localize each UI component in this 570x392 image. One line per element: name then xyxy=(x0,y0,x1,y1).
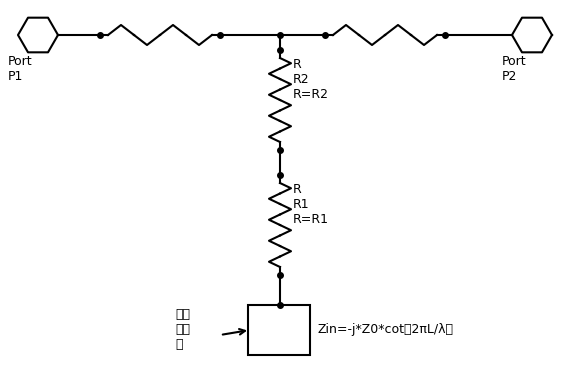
Bar xyxy=(248,305,310,355)
Text: R
R2
R=R2: R R2 R=R2 xyxy=(293,58,329,101)
Text: 开路
短截
线: 开路 短截 线 xyxy=(175,308,190,351)
Text: Port
P2: Port P2 xyxy=(502,55,527,83)
Text: Port
P1: Port P1 xyxy=(8,55,32,83)
Text: Zin=-j*Z0*cot（2πL/λ）: Zin=-j*Z0*cot（2πL/λ） xyxy=(318,323,454,336)
Text: R
R1
R=R1: R R1 R=R1 xyxy=(293,183,329,226)
